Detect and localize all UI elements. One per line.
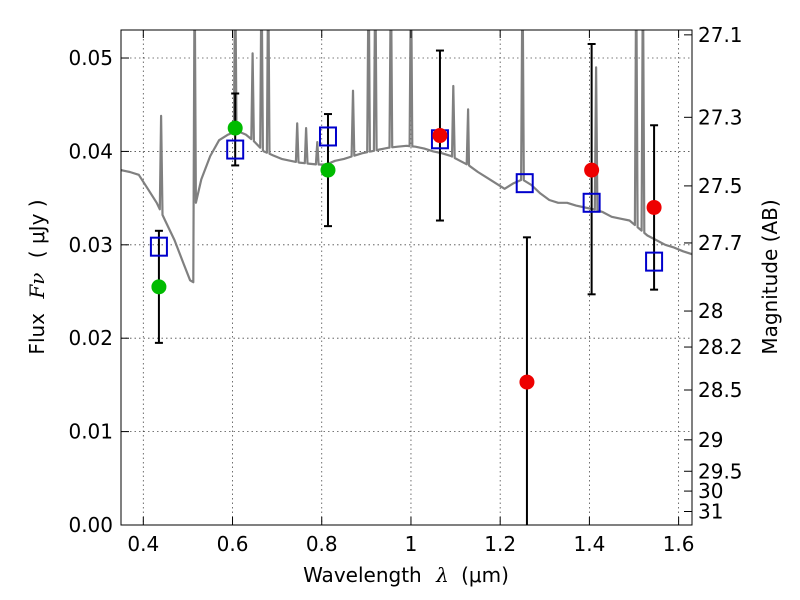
axis-layer: 0.4 0.6 0.8 1 1.2 1.4 1.6 0.00 0.01 0.02 0.03 0.04 0… [68, 23, 742, 556]
model-photometry-square [515, 173, 534, 194]
x-tick-label: 0.8 [306, 532, 338, 556]
model-photometry-square [318, 126, 337, 147]
y2-tick-label: 31 [698, 500, 723, 524]
x-tick-label: 1.2 [484, 532, 516, 556]
x-tick-label: 0.4 [127, 532, 159, 556]
y-tick-label: 0.04 [68, 139, 113, 163]
grid-layer [121, 30, 692, 526]
nir-flux-point [646, 199, 662, 215]
y-tick-label: 0.05 [68, 46, 113, 70]
nir-flux-point [432, 128, 448, 144]
y2-tick-label: 29.5 [698, 459, 743, 483]
x-tick-label: 1.4 [573, 532, 605, 556]
model-photometry-square [149, 236, 168, 257]
y-axis-label: Flux Fν ( μJy ) [25, 199, 49, 354]
y2-tick-label: 30 [698, 479, 723, 503]
model-photometry-square [226, 139, 245, 160]
y2-axis-label: Magnitude (AB) [758, 199, 782, 354]
y2-tick-label: 29 [698, 428, 723, 452]
y-tick-label: 0.02 [68, 326, 113, 350]
optical-flux-point [151, 279, 167, 295]
model-photometry-square [645, 251, 664, 272]
y-tick-label: 0.03 [68, 233, 113, 257]
y-tick-label: 0.00 [68, 513, 113, 537]
x-tick-label: 0.6 [217, 532, 249, 556]
y2-tick-label: 28 [698, 299, 723, 323]
x-tick-label: 1.6 [663, 532, 695, 556]
sed-spectrum-line [121, 30, 692, 284]
x-axis-label: Wavelength λ (μm) [303, 563, 509, 587]
y2-tick-label: 28.5 [698, 378, 743, 402]
points-layer [149, 43, 664, 525]
x-tick-label: 1 [405, 532, 418, 556]
y2-tick-label: 27.3 [698, 105, 743, 129]
y2-tick-label: 27.7 [698, 231, 743, 255]
y2-tick-label: 27.5 [698, 174, 743, 198]
y-tick-label: 0.01 [68, 420, 113, 444]
y2-tick-label: 28.2 [698, 335, 743, 359]
nir-flux-point [584, 162, 600, 178]
y2-tick-label: 27.1 [698, 23, 743, 47]
optical-flux-point [320, 162, 336, 178]
sed-layer [121, 30, 692, 284]
nir-flux-point [519, 374, 535, 390]
plot-frame [120, 29, 693, 526]
optical-flux-point [227, 120, 243, 136]
model-photometry-square [582, 192, 601, 213]
